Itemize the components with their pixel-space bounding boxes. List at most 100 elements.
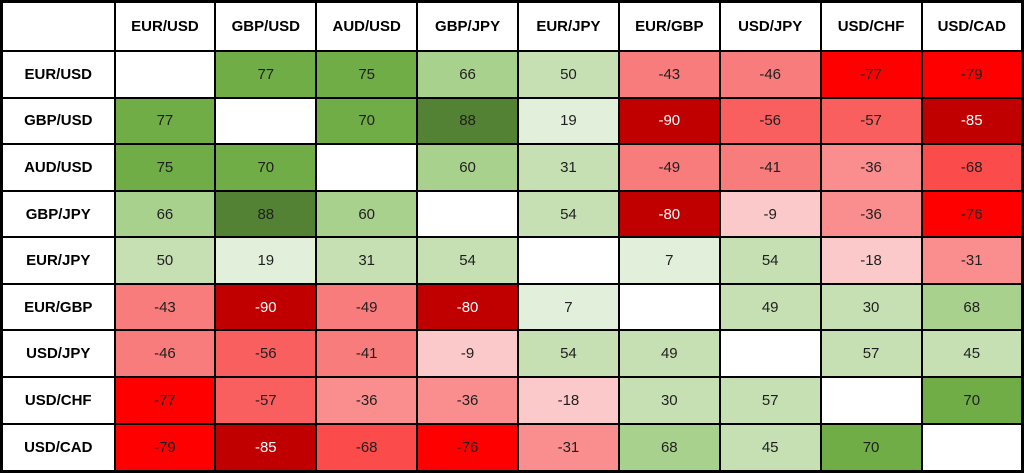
matrix-cell: -56 <box>214 329 318 379</box>
matrix-cell: -76 <box>920 189 1024 239</box>
matrix-cell: 7 <box>517 282 620 332</box>
matrix-cell: 31 <box>315 236 419 285</box>
matrix-cell: 77 <box>113 96 217 146</box>
matrix-cell: 49 <box>718 282 822 332</box>
row-header-eur-jpy: EUR/JPY <box>0 236 116 285</box>
diagonal-cell <box>718 329 822 379</box>
diagonal-cell <box>416 189 519 239</box>
matrix-cell: -9 <box>416 329 519 379</box>
row-header-gbp-usd: GBP/USD <box>0 96 116 146</box>
column-header-eur-gbp: EUR/GBP <box>617 0 721 52</box>
matrix-cell: -80 <box>617 189 721 239</box>
matrix-cell: 75 <box>113 143 217 192</box>
matrix-cell: -41 <box>315 329 419 379</box>
matrix-cell: -68 <box>920 143 1024 192</box>
matrix-body: EUR/USD 77 75 66 50 -43 -46 -77 -79 GBP/USD 77 70 88… <box>0 50 1024 473</box>
matrix-cell: -36 <box>819 189 923 239</box>
matrix-cell: -46 <box>718 50 822 99</box>
matrix-cell: 60 <box>315 189 419 239</box>
matrix-cell: -18 <box>819 236 923 285</box>
matrix-cell: -31 <box>920 236 1024 285</box>
matrix-cell: 66 <box>113 189 217 239</box>
matrix-cell: 50 <box>517 50 620 99</box>
column-header-usd-jpy: USD/JPY <box>718 0 822 52</box>
matrix-cell: 19 <box>517 96 620 146</box>
matrix-cell: -18 <box>517 376 620 425</box>
matrix-cell: 68 <box>920 282 1024 332</box>
row-header-eur-usd: EUR/USD <box>0 50 116 99</box>
diagonal-cell <box>819 376 923 425</box>
matrix-cell: 54 <box>517 329 620 379</box>
matrix-cell: 70 <box>214 143 318 192</box>
matrix-cell: 70 <box>315 96 419 146</box>
matrix-cell: -56 <box>718 96 822 146</box>
matrix-cell: -79 <box>920 50 1024 99</box>
matrix-cell: 57 <box>718 376 822 425</box>
column-header-gbp-usd: GBP/USD <box>214 0 318 52</box>
corner-cell <box>0 0 116 52</box>
matrix-cell: -57 <box>214 376 318 425</box>
matrix-cell: 45 <box>718 422 822 473</box>
matrix-cell: -68 <box>315 422 419 473</box>
matrix-cell: -85 <box>214 422 318 473</box>
matrix-cell: -43 <box>617 50 721 99</box>
row-header-usd-jpy: USD/JPY <box>0 329 116 379</box>
matrix-cell: 54 <box>718 236 822 285</box>
matrix-cell: 50 <box>113 236 217 285</box>
matrix-cell: -90 <box>214 282 318 332</box>
matrix-cell: -57 <box>819 96 923 146</box>
matrix-cell: -77 <box>113 376 217 425</box>
matrix-cell: 88 <box>214 189 318 239</box>
matrix-row-eur-usd: EUR/USD 77 75 66 50 -43 -46 -77 -79 <box>0 50 1024 99</box>
matrix-cell: 19 <box>214 236 318 285</box>
matrix-cell: -36 <box>819 143 923 192</box>
matrix-cell: 66 <box>416 50 519 99</box>
matrix-cell: 54 <box>517 189 620 239</box>
diagonal-cell <box>113 50 217 99</box>
matrix-cell: -9 <box>718 189 822 239</box>
matrix-cell: 54 <box>416 236 519 285</box>
diagonal-cell <box>214 96 318 146</box>
matrix-cell: -77 <box>819 50 923 99</box>
matrix-cell: -31 <box>517 422 620 473</box>
matrix-cell: 77 <box>214 50 318 99</box>
matrix-cell: -80 <box>416 282 519 332</box>
matrix-cell: -76 <box>416 422 519 473</box>
matrix-row-eur-gbp: EUR/GBP -43 -90 -49 -80 7 49 30 68 <box>0 282 1024 332</box>
matrix-cell: 68 <box>617 422 721 473</box>
row-header-gbp-jpy: GBP/JPY <box>0 189 116 239</box>
row-header-eur-gbp: EUR/GBP <box>0 282 116 332</box>
matrix-cell: 49 <box>617 329 721 379</box>
matrix-cell: 70 <box>819 422 923 473</box>
matrix-row-eur-jpy: EUR/JPY 50 19 31 54 7 54 -18 -31 <box>0 236 1024 285</box>
matrix-cell: -46 <box>113 329 217 379</box>
diagonal-cell <box>315 143 419 192</box>
column-header-usd-chf: USD/CHF <box>819 0 923 52</box>
matrix-row-gbp-usd: GBP/USD 77 70 88 19 -90 -56 -57 -85 <box>0 96 1024 146</box>
matrix-cell: 75 <box>315 50 419 99</box>
matrix-row-usd-chf: USD/CHF -77 -57 -36 -36 -18 30 57 70 <box>0 376 1024 425</box>
matrix-cell: 60 <box>416 143 519 192</box>
matrix-cell: 57 <box>819 329 923 379</box>
matrix-cell: 45 <box>920 329 1024 379</box>
matrix-cell: 30 <box>617 376 721 425</box>
matrix-header-row: EUR/USD GBP/USD AUD/USD GBP/JPY EUR/JPY EUR/G… <box>0 0 1024 52</box>
matrix-cell: 30 <box>819 282 923 332</box>
matrix-cell: -85 <box>920 96 1024 146</box>
matrix-cell: 31 <box>517 143 620 192</box>
matrix-cell: -90 <box>617 96 721 146</box>
diagonal-cell <box>920 422 1024 473</box>
matrix-row-usd-jpy: USD/JPY -46 -56 -41 -9 54 49 57 45 <box>0 329 1024 379</box>
row-header-usd-cad: USD/CAD <box>0 422 116 473</box>
matrix-cell: -43 <box>113 282 217 332</box>
matrix-cell: 70 <box>920 376 1024 425</box>
matrix-cell: 7 <box>617 236 721 285</box>
matrix-cell: -41 <box>718 143 822 192</box>
row-header-usd-chf: USD/CHF <box>0 376 116 425</box>
row-header-aud-usd: AUD/USD <box>0 143 116 192</box>
matrix-cell: -36 <box>416 376 519 425</box>
matrix-cell: -49 <box>315 282 419 332</box>
column-header-gbp-jpy: GBP/JPY <box>416 0 519 52</box>
